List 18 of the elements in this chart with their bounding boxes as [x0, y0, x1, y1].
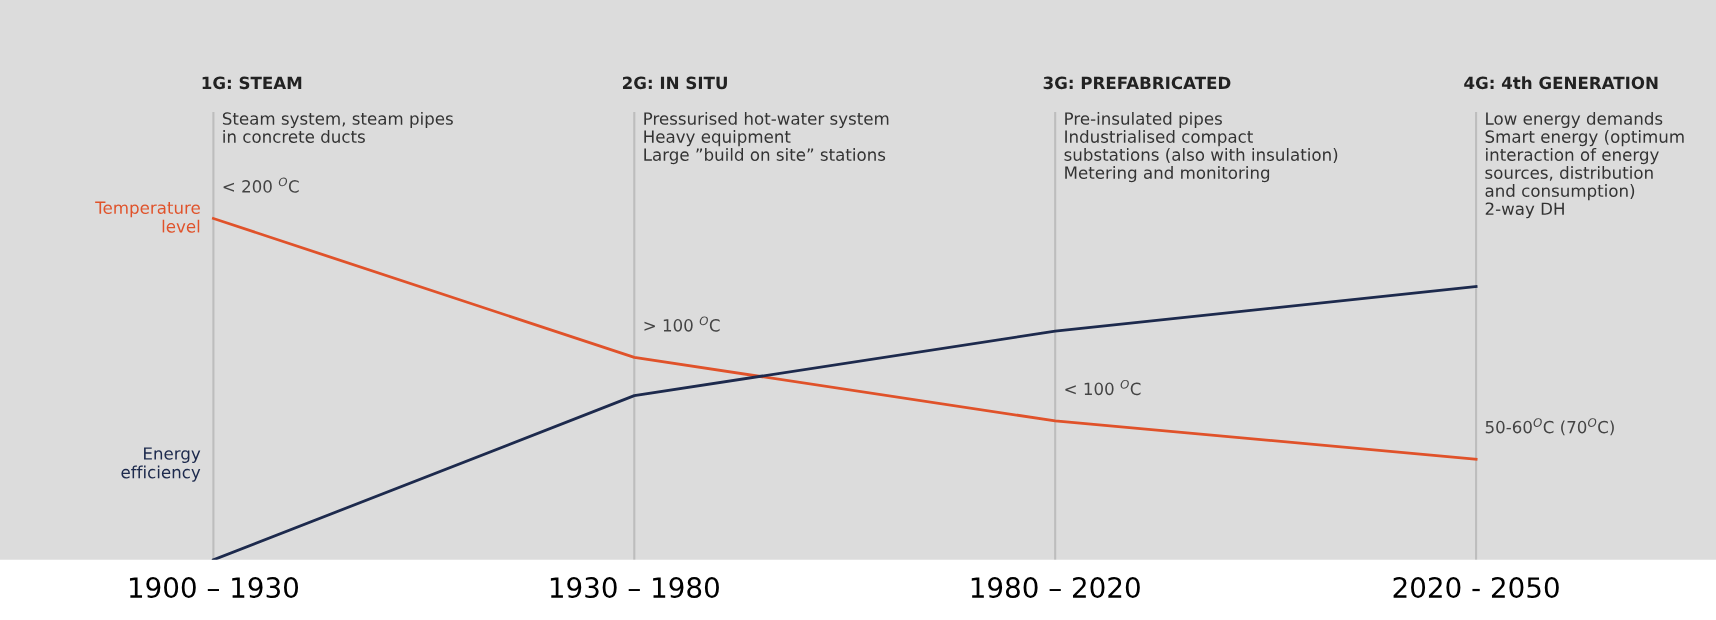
x-tick-label: 1930 – 1980 — [550, 577, 719, 599]
text: 3G: PREFABRICATED — [1043, 76, 1231, 90]
text: 2G: IN SITU — [622, 76, 727, 90]
annotation: < 200 $^{O}$C — [223, 177, 299, 193]
x-tick-label: 1980 – 2020 — [971, 577, 1140, 599]
text: Energy efficiency — [121, 447, 201, 482]
x-tick-label: 1900 – 1930 — [129, 577, 299, 599]
series-label: Temperature level — [95, 201, 200, 233]
annotation: < 100 $^{O}$C — [1065, 379, 1141, 396]
text: Pressurised hot-water system Heavy equipment Large ”build on site” stations — [644, 111, 889, 165]
annotation: > 100 $^{O}$C — [644, 316, 720, 332]
x-tick-label: 2020 - 2050 — [1393, 577, 1559, 599]
text: Pre-insulated pipes Industrialised compact substations (also with insulation) Metering and monitoring — [1064, 111, 1338, 183]
annotation: 50-60$^{O}$C (70$^{O}$C) — [1485, 418, 1614, 436]
text: 4G: 4th GENERATION — [1464, 76, 1658, 90]
text: Low energy demands Smart energy (optimum interaction of energy sources, distribution and consumption) 2-way DH — [1485, 111, 1684, 219]
text: Steam system, steam pipes in concrete ducts — [222, 111, 453, 143]
text: 1G: STEAM — [202, 76, 302, 90]
